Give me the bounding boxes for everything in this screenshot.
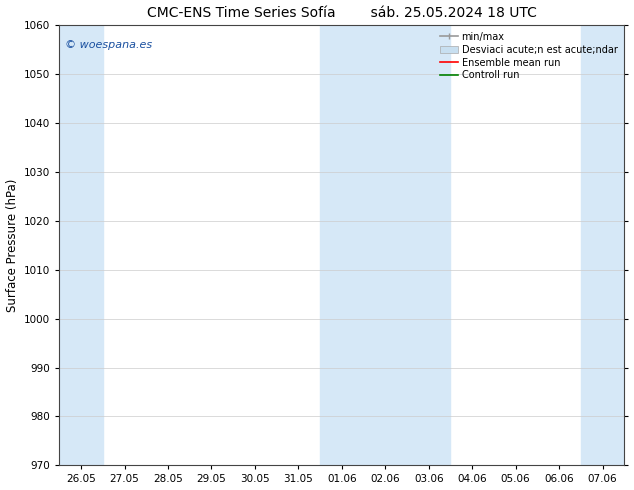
Bar — [363, 25, 407, 465]
Y-axis label: Surface Pressure (hPa): Surface Pressure (hPa) — [6, 178, 18, 312]
Text: © woespana.es: © woespana.es — [65, 40, 152, 50]
Title: CMC-ENS Time Series Sofía        sáb. 25.05.2024 18 UTC: CMC-ENS Time Series Sofía sáb. 25.05.202… — [147, 5, 537, 20]
Legend: min/max, Desviaci acute;n est acute;ndar, Ensemble mean run, Controll run: min/max, Desviaci acute;n est acute;ndar… — [436, 28, 621, 84]
Bar — [581, 25, 624, 465]
Bar — [60, 25, 103, 465]
Bar — [407, 25, 451, 465]
Bar — [320, 25, 363, 465]
